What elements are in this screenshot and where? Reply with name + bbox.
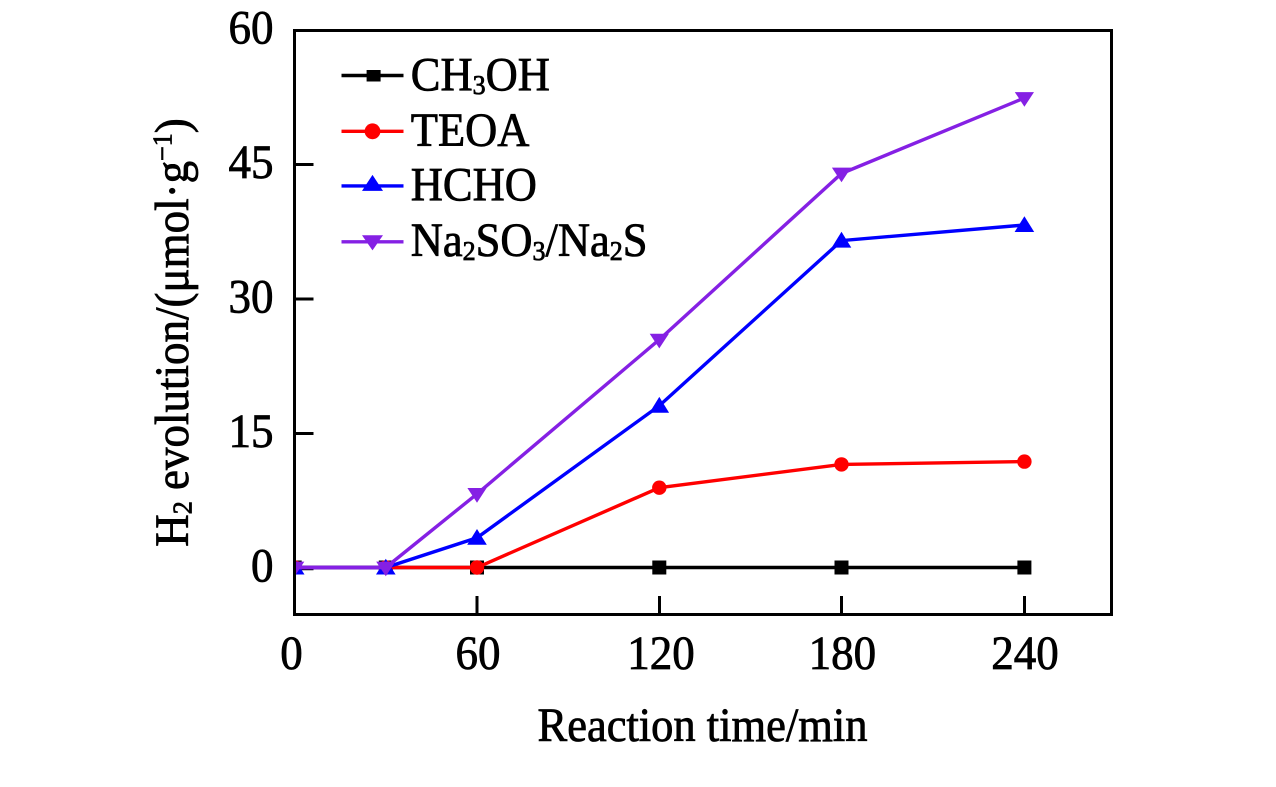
svg-text:60: 60 [456, 627, 501, 681]
svg-text:0: 0 [280, 627, 302, 681]
svg-text:60: 60 [229, 1, 274, 55]
svg-text:H2 evolution/(μmol·g−1): H2 evolution/(μmol·g−1) [146, 118, 200, 546]
svg-text:120: 120 [627, 627, 694, 681]
svg-text:TEOA: TEOA [411, 103, 530, 156]
svg-text:240: 240 [991, 627, 1058, 681]
svg-text:Reaction time/min: Reaction time/min [538, 699, 868, 752]
svg-text:30: 30 [229, 270, 274, 324]
svg-text:180: 180 [809, 627, 876, 681]
svg-text:HCHO: HCHO [411, 158, 537, 211]
svg-text:Na2SO3/Na2S: Na2SO3/Na2S [411, 214, 648, 267]
svg-text:0: 0 [251, 539, 273, 593]
svg-text:45: 45 [229, 136, 274, 190]
svg-text:15: 15 [229, 405, 274, 459]
